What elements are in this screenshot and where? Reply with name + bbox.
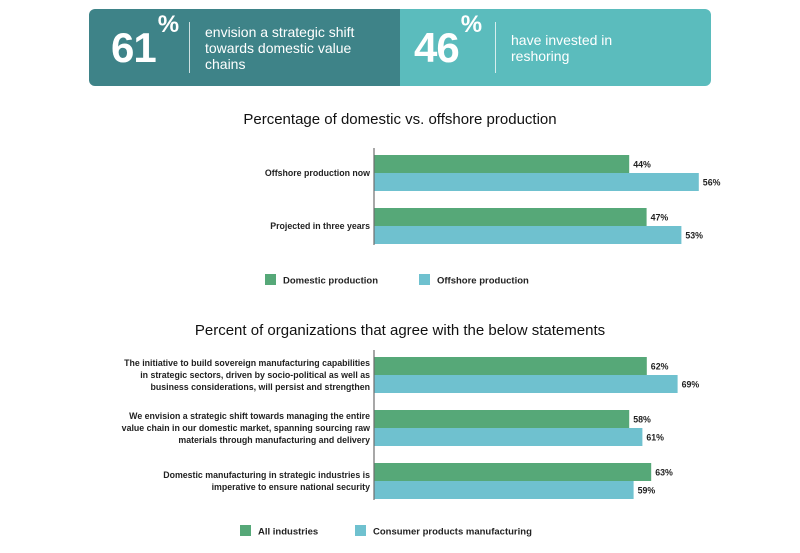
category-label: value chain in our domestic market, span… [122,423,370,433]
stat-divider [495,22,496,73]
data-label: 62% [651,362,669,372]
stat-reshoring: 46% have invested in reshoring [400,9,711,86]
data-label: 56% [703,178,721,188]
bar [374,375,678,393]
bar [374,463,652,481]
bar [374,155,630,173]
data-label: 47% [651,213,669,223]
stat-divider [189,22,190,73]
category-label: We envision a strategic shift towards ma… [129,411,370,421]
data-label: 44% [633,160,651,170]
legend-label: Offshore production [437,276,529,287]
legend-swatch [355,525,366,536]
legend-label: All industries [258,527,318,538]
stat-description: have invested in reshoring [511,32,613,64]
category-label: business considerations, will persist an… [151,382,370,392]
bar [374,208,647,226]
legend-label: Domestic production [283,276,378,287]
legend-swatch [419,274,430,285]
data-label: 63% [655,468,673,478]
category-label: Projected in three years [270,221,370,231]
bar [374,481,634,499]
bar [374,173,699,191]
data-label: 61% [646,433,664,443]
data-label: 69% [682,380,700,390]
category-label: in strategic sectors, driven by socio-po… [140,370,370,380]
legend-swatch [265,274,276,285]
category-label: Offshore production now [265,168,370,178]
category-label: Domestic manufacturing in strategic indu… [163,470,370,480]
bar [374,226,682,244]
data-label: 59% [638,486,656,496]
legend-label: Consumer products manufacturing [373,527,532,538]
stat-description: envision a strategic shift towards domes… [205,24,355,72]
stat-strategic-shift: 61% envision a strategic shift towards d… [89,9,400,86]
chart2-title: Percent of organizations that agree with… [194,322,606,339]
stat-value: 61% [111,10,179,71]
legend-swatch [240,525,251,536]
category-label: imperative to ensure national security [212,482,371,492]
bar [374,357,647,375]
bar [374,410,630,428]
category-label: materials through manufacturing and deli… [178,435,370,445]
bar [374,428,643,446]
stat-value: 46% [414,10,482,71]
data-label: 53% [685,231,703,241]
stats-banner: 61% envision a strategic shift towards d… [89,9,711,86]
category-label: The initiative to build sovereign manufa… [124,358,370,368]
chart1-title: Percentage of domestic vs. offshore prod… [243,111,557,128]
data-label: 58% [633,415,651,425]
